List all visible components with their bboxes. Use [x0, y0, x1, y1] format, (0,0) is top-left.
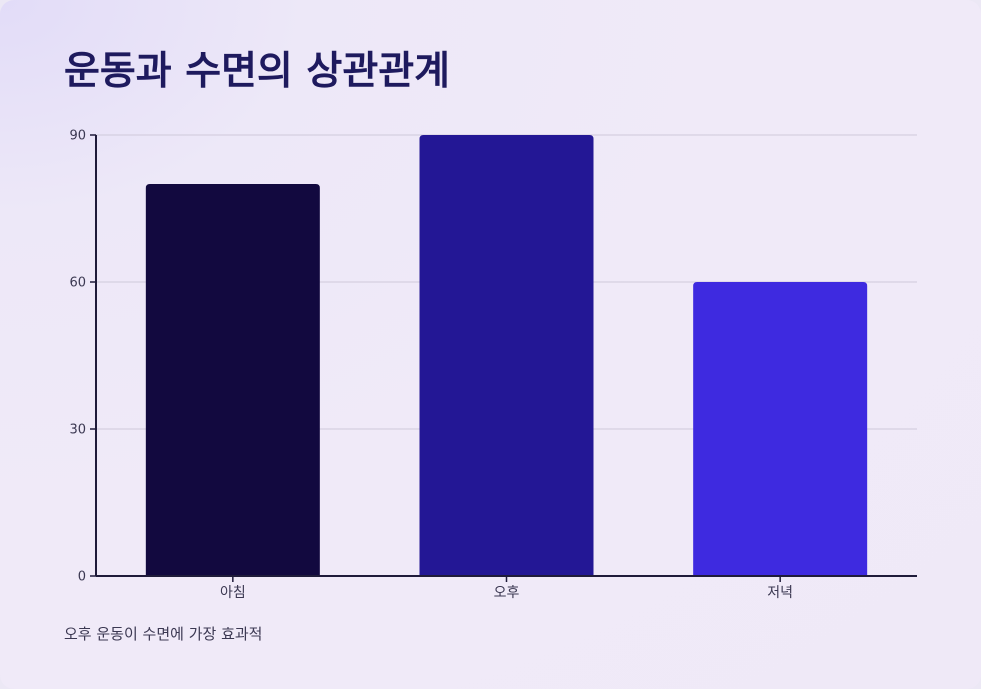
y-tick-label: 60	[69, 276, 86, 291]
y-tick-label: 0	[78, 570, 86, 585]
bar-2	[419, 135, 594, 576]
y-tick-label: 30	[69, 423, 86, 438]
bar-1	[145, 184, 320, 576]
axes	[90, 134, 917, 582]
tick-labels: 0 30 60 90 아침 오후 저녁	[69, 129, 793, 602]
x-tick-label: 아침	[220, 585, 246, 601]
bar-3	[693, 282, 868, 576]
x-tick-label: 오후	[494, 585, 520, 601]
x-tick-label: 저녁	[767, 585, 793, 601]
bars	[145, 135, 868, 576]
y-tick-label: 90	[69, 129, 86, 144]
chart-caption: 오후 운동이 수면에 가장 효과적	[64, 625, 263, 643]
chart-title: 운동과 수면의 상관관계	[64, 49, 450, 94]
